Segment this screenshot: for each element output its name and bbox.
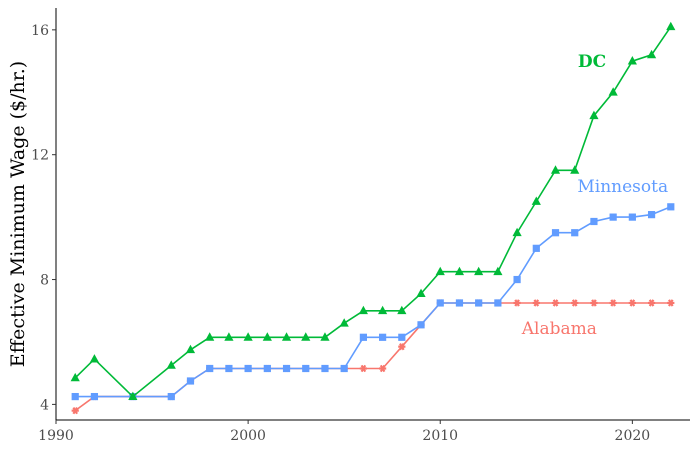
dc-point bbox=[281, 332, 292, 341]
minnesota-point bbox=[398, 333, 406, 341]
y-axis-label: Effective Minimum Wage ($/hr.) bbox=[7, 61, 29, 367]
alabama-point bbox=[379, 364, 387, 373]
dc-point bbox=[262, 332, 272, 341]
series-layer bbox=[70, 21, 676, 415]
dc-point bbox=[666, 21, 676, 31]
alabama-point bbox=[71, 406, 79, 415]
dc-point bbox=[512, 227, 522, 237]
dc-point bbox=[205, 332, 215, 341]
dc-point bbox=[397, 305, 407, 315]
alabama-point bbox=[532, 299, 540, 307]
alabama-point bbox=[359, 364, 367, 373]
y-tick-label: 16 bbox=[31, 23, 49, 39]
dc-point bbox=[320, 332, 330, 341]
minnesota-point bbox=[225, 364, 233, 373]
annotation-layer: DC Minnesota Alabama bbox=[521, 52, 668, 339]
dc-point bbox=[70, 372, 80, 382]
alabama-point bbox=[513, 299, 521, 307]
dc-point bbox=[608, 87, 618, 96]
axes bbox=[55, 8, 690, 421]
y-tick-label: 8 bbox=[40, 273, 49, 289]
minnesota-point bbox=[571, 229, 579, 237]
minnesota-point bbox=[647, 211, 656, 219]
minnesota-point bbox=[340, 364, 348, 373]
minnesota-point bbox=[206, 364, 214, 373]
minnesota-point bbox=[590, 217, 598, 226]
series-dc bbox=[70, 21, 676, 400]
minnesota-point bbox=[455, 299, 464, 307]
x-ticks: 1990 2000 2010 2020 bbox=[38, 420, 650, 444]
minnesota-point bbox=[436, 299, 444, 307]
dc-point bbox=[166, 360, 176, 369]
minnesota-point bbox=[244, 364, 252, 373]
minnesota-point bbox=[551, 229, 560, 237]
alabama-point bbox=[609, 299, 617, 307]
dc-point bbox=[185, 344, 196, 354]
dc-point bbox=[416, 288, 426, 297]
minnesota-point bbox=[282, 364, 291, 373]
dc-point bbox=[243, 332, 253, 341]
dc-point bbox=[358, 305, 368, 315]
alabama-point bbox=[667, 299, 675, 307]
y-tick-label: 4 bbox=[40, 397, 49, 413]
dc-point bbox=[493, 266, 503, 276]
alabama-point bbox=[398, 342, 406, 351]
dc-point bbox=[570, 165, 580, 174]
dc-point bbox=[454, 266, 465, 276]
alabama-point bbox=[551, 299, 560, 307]
minnesota-point bbox=[167, 392, 175, 401]
dc-point bbox=[224, 332, 234, 341]
dc-point bbox=[646, 49, 657, 59]
alabama-point bbox=[571, 299, 579, 307]
dc-point bbox=[89, 354, 100, 363]
series-label-alabama: Alabama bbox=[521, 319, 597, 339]
minnesota-point bbox=[667, 203, 675, 211]
x-tick-label: 2020 bbox=[615, 428, 651, 444]
minnesota-point bbox=[71, 392, 79, 401]
minnesota-point bbox=[513, 275, 521, 284]
dc-line bbox=[74, 26, 672, 398]
alabama-point bbox=[647, 299, 656, 307]
minnesota-point bbox=[628, 213, 636, 221]
minnesota-point bbox=[417, 321, 425, 329]
x-tick-label: 2010 bbox=[422, 428, 458, 444]
dc-point bbox=[531, 196, 541, 205]
minnesota-point bbox=[321, 364, 329, 373]
dc-point bbox=[589, 110, 599, 120]
alabama-point bbox=[590, 299, 598, 307]
minnesota-point bbox=[494, 299, 502, 307]
dc-point bbox=[301, 332, 311, 341]
dc-point bbox=[627, 56, 637, 65]
dc-point bbox=[378, 305, 388, 315]
series-minnesota bbox=[71, 203, 675, 401]
minnesota-point bbox=[186, 377, 195, 385]
alabama-point bbox=[628, 299, 636, 307]
series-label-minnesota: Minnesota bbox=[577, 177, 668, 197]
minnesota-point bbox=[379, 333, 387, 341]
minnesota-point bbox=[359, 333, 367, 341]
y-ticks: 4 8 12 16 bbox=[31, 23, 56, 413]
dc-point bbox=[474, 266, 484, 276]
minnesota-point bbox=[475, 299, 483, 307]
minnesota-point bbox=[532, 244, 540, 252]
x-tick-label: 1990 bbox=[38, 428, 74, 444]
minnesota-point bbox=[263, 364, 271, 373]
minnesota-point bbox=[609, 213, 617, 221]
dc-point bbox=[550, 165, 561, 174]
dc-point bbox=[435, 266, 445, 276]
dc-point bbox=[128, 391, 138, 400]
series-label-dc: DC bbox=[578, 52, 606, 72]
x-tick-label: 2000 bbox=[230, 428, 266, 444]
minnesota-point bbox=[302, 364, 310, 373]
y-tick-label: 12 bbox=[31, 148, 49, 164]
dc-point bbox=[339, 318, 349, 327]
minnesota-point bbox=[90, 392, 99, 401]
